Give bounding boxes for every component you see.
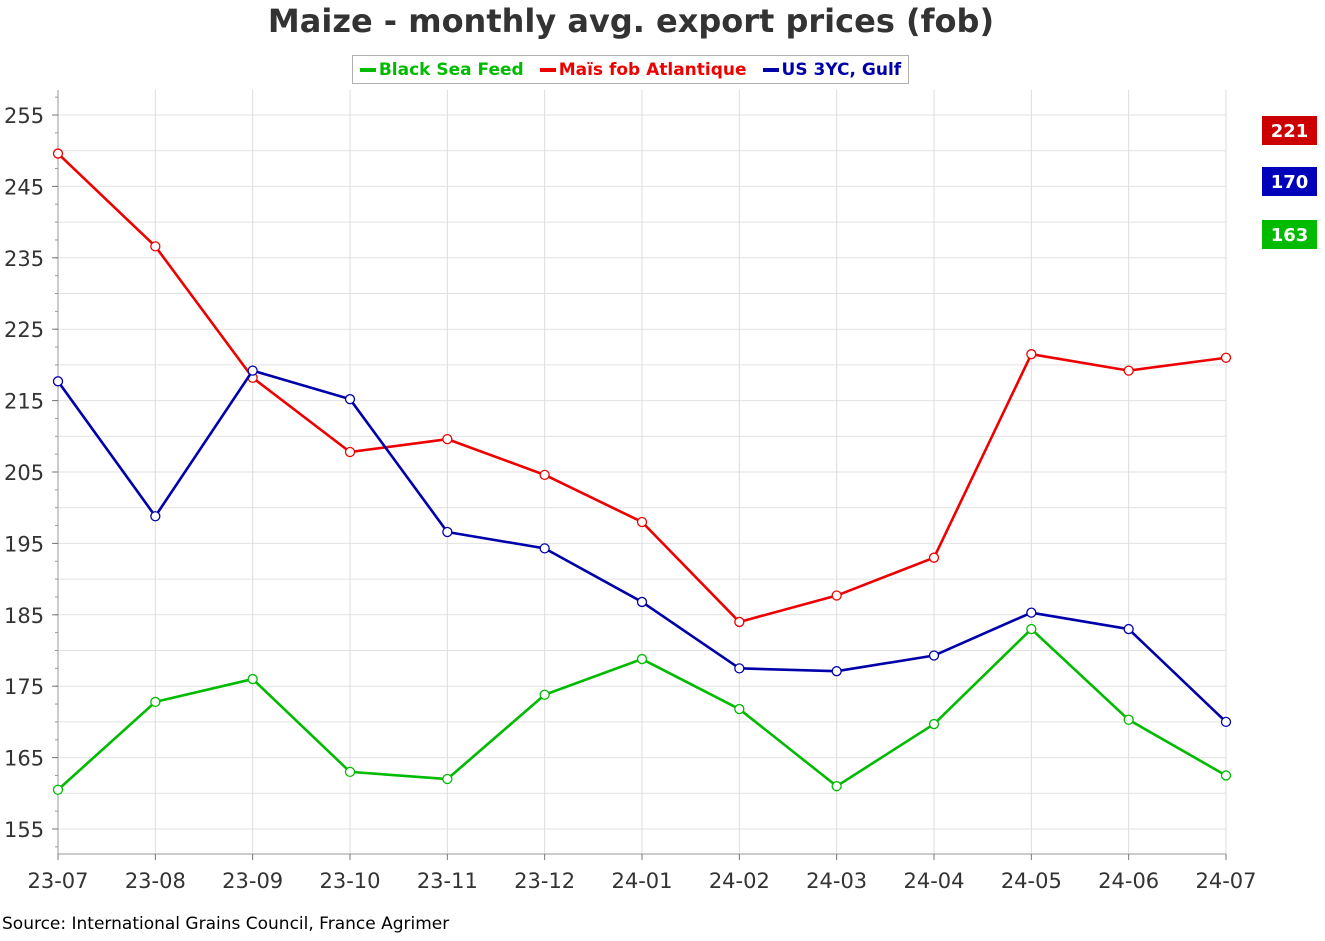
chart-title: Maize - monthly avg. export prices (fob)	[267, 2, 995, 40]
data-point	[52, 148, 64, 159]
legend-item-mais-fob-atlantique[interactable]: Maïs fob Atlantique	[539, 59, 747, 80]
x-tick-label: 24-06	[1098, 869, 1159, 893]
data-point	[52, 784, 64, 795]
data-point	[1123, 365, 1134, 376]
data-point	[831, 666, 842, 677]
data-point	[344, 394, 356, 405]
data-point	[928, 552, 940, 563]
data-point	[344, 766, 356, 778]
x-tick-label: 24-02	[709, 869, 770, 893]
value-badges: 221 170 163	[1262, 116, 1317, 249]
value-badge: 221	[1262, 116, 1317, 145]
data-point	[539, 689, 550, 700]
x-tick-label: 23-10	[319, 869, 380, 893]
data-point	[734, 703, 745, 715]
data-point	[52, 376, 64, 387]
x-tick-label: 23-07	[27, 869, 88, 893]
data-point	[928, 718, 940, 730]
data-point	[1220, 770, 1232, 781]
y-tick-label: 185	[4, 604, 44, 628]
legend-swatch-red	[539, 67, 556, 72]
y-tick-label: 195	[4, 532, 44, 556]
legend-label: Black Sea Feed	[378, 59, 524, 80]
data-point	[344, 446, 356, 458]
series	[52, 148, 1232, 795]
data-point	[831, 781, 842, 792]
data-point	[1123, 623, 1134, 635]
y-tick-label: 155	[4, 818, 44, 842]
value-badge-label: 170	[1271, 172, 1309, 193]
legend-label: Maïs fob Atlantique	[558, 59, 747, 80]
y-tick-label: 225	[4, 318, 44, 342]
data-point	[442, 434, 453, 445]
x-tick-label: 23-09	[222, 869, 283, 893]
data-point	[442, 773, 453, 785]
legend-label: US 3YC, Gulf	[781, 59, 902, 80]
data-point	[247, 365, 258, 376]
data-point	[734, 663, 745, 674]
value-badge-bg	[1262, 167, 1317, 196]
data-point	[150, 241, 161, 252]
x-tick-label: 24-04	[903, 869, 964, 893]
data-point	[1026, 349, 1037, 360]
y-tick-label: 235	[4, 247, 44, 271]
legend-item-black-sea-feed[interactable]: Black Sea Feed	[359, 59, 524, 80]
y-tick-label: 255	[4, 104, 44, 128]
data-point	[831, 590, 842, 601]
data-point	[1123, 714, 1134, 725]
data-point	[442, 526, 453, 538]
data-point	[1026, 623, 1037, 635]
data-point	[1026, 607, 1037, 618]
data-point	[734, 616, 745, 628]
x-tick-label: 23-12	[514, 869, 575, 893]
axes: 155 165 175 185 195 205 215 225 235 245 255 23-07 23…	[4, 90, 1257, 893]
data-point	[150, 696, 161, 708]
value-badge-bg	[1262, 116, 1317, 145]
legend-item-us-3yc-gulf[interactable]: US 3YC, Gulf	[762, 59, 902, 80]
grid	[57, 90, 1227, 854]
y-tick-label: 245	[4, 175, 44, 199]
value-badge-label: 163	[1271, 225, 1309, 246]
data-point	[539, 543, 550, 554]
legend-swatch-green	[359, 67, 376, 72]
value-badge-label: 221	[1271, 121, 1309, 142]
y-tick-label: 165	[4, 747, 44, 771]
x-tick-label: 23-11	[417, 869, 478, 893]
value-badge-bg	[1262, 220, 1317, 249]
data-point	[1220, 352, 1232, 363]
value-badge: 170	[1262, 167, 1317, 196]
value-badge: 163	[1262, 220, 1317, 249]
data-point	[150, 511, 161, 522]
data-point	[539, 469, 550, 481]
x-tick-label: 24-05	[1001, 869, 1062, 893]
data-point	[247, 673, 258, 685]
data-point	[636, 596, 648, 608]
y-tick-label: 205	[4, 461, 44, 485]
data-point	[928, 650, 940, 661]
data-point	[1220, 716, 1232, 728]
legend: Black Sea Feed Maïs fob Atlantique US 3Y…	[352, 55, 909, 84]
y-tick-label: 175	[4, 675, 44, 699]
y-tick-label: 215	[4, 390, 44, 414]
source-note: Source: International Grains Council, Fr…	[2, 914, 450, 934]
x-tick-label: 24-03	[806, 869, 867, 893]
x-tick-label: 24-01	[611, 869, 672, 893]
x-tick-label: 23-08	[125, 869, 186, 893]
data-point	[636, 516, 648, 528]
legend-swatch-blue	[762, 67, 779, 72]
x-tick-label: 24-07	[1195, 869, 1256, 893]
data-point	[636, 653, 648, 665]
